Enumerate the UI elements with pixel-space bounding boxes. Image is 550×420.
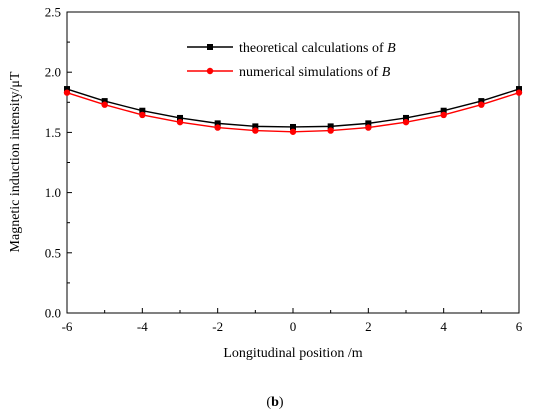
legend-marker-theoretical [207,44,213,50]
data-point [516,86,522,93]
x-tick-label: -4 [137,319,148,334]
data-point [478,98,485,105]
data-point [403,114,409,121]
data-point [139,107,146,114]
data-point [440,107,447,114]
data-point [176,118,184,126]
y-tick-label: 2.0 [45,65,61,80]
data-point [290,123,296,130]
data-point [139,111,146,119]
y-tick-label: 0.0 [45,306,61,321]
data-point [365,120,372,127]
data-point [365,124,372,131]
series-line [66,88,520,128]
y-tick-label: 1.5 [45,125,61,140]
legend-label-theoretical: theoretical calculations of B [239,41,396,56]
series-1 [63,89,523,135]
x-tick-label: 0 [290,319,297,334]
y-tick-labels: 0.0 0.5 1.0 1.5 2.0 2.5 [45,5,61,321]
data-point [327,127,334,134]
data-point [101,98,108,105]
plot-frame [66,11,520,314]
legend-label-numerical: numerical simulations of B [239,65,391,80]
data-point [289,128,297,135]
axis-ticks [66,11,520,314]
y-axis-title: Magnetic induction intensity/μT [8,71,23,252]
data-point [64,86,70,93]
data-point [440,111,447,119]
legend-marker-numerical [206,67,214,75]
data-point [214,124,221,131]
x-tick-label: 6 [516,319,523,334]
x-tick-labels: -6 -4 -2 0 2 4 6 [62,319,523,334]
data-point [515,89,523,96]
data-point [252,123,259,130]
data-point [214,120,221,127]
data-point [327,123,334,130]
legend: theoretical calculations of B numerical … [187,41,396,80]
x-axis-title: Longitudinal position /m [223,346,362,361]
y-tick-label: 0.5 [45,245,61,260]
x-tick-label: -2 [212,319,223,334]
series-layer [63,86,523,135]
x-tick-label: -6 [62,319,73,334]
data-point [478,101,485,108]
data-point [402,118,410,126]
y-tick-label: 1.0 [45,185,61,200]
subfigure-label: (b) [266,395,283,410]
data-point [63,89,71,96]
data-point [252,127,259,134]
x-tick-label: 4 [440,319,447,334]
data-point [177,114,183,121]
data-point [101,101,108,108]
y-tick-label: 2.5 [45,5,61,20]
series-0 [64,86,522,130]
x-tick-label: 2 [365,319,372,334]
